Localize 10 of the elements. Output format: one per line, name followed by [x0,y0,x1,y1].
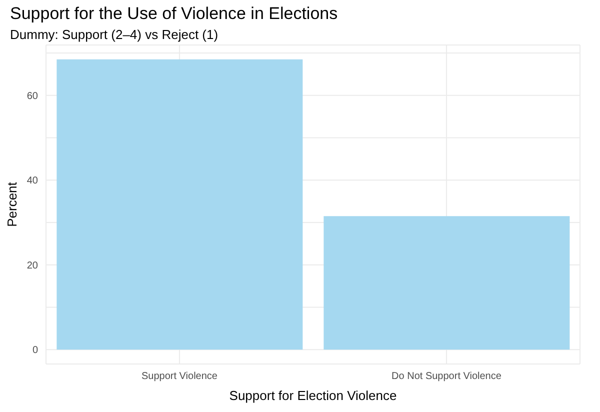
y-tick-label: 0 [32,345,38,356]
y-tick-label: 40 [26,176,38,187]
chart-title: Support for the Use of Violence in Elections [10,4,338,24]
y-tick-label: 20 [26,260,38,272]
x-tick-label: Support Violence [142,371,218,382]
y-axis-title: Percent [4,182,20,227]
x-tick-label: Do Not Support Violence [392,371,502,382]
x-axis-title: Support for Election Violence [229,388,397,403]
chart-subtitle: Dummy: Support (2–4) vs Reject (1) [10,27,218,42]
y-tick-label: 60 [26,90,38,102]
